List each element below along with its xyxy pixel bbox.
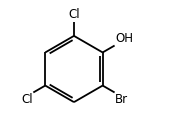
Text: Cl: Cl <box>68 8 80 21</box>
Text: OH: OH <box>115 32 133 45</box>
Text: Cl: Cl <box>21 93 33 106</box>
Text: Br: Br <box>115 93 128 106</box>
